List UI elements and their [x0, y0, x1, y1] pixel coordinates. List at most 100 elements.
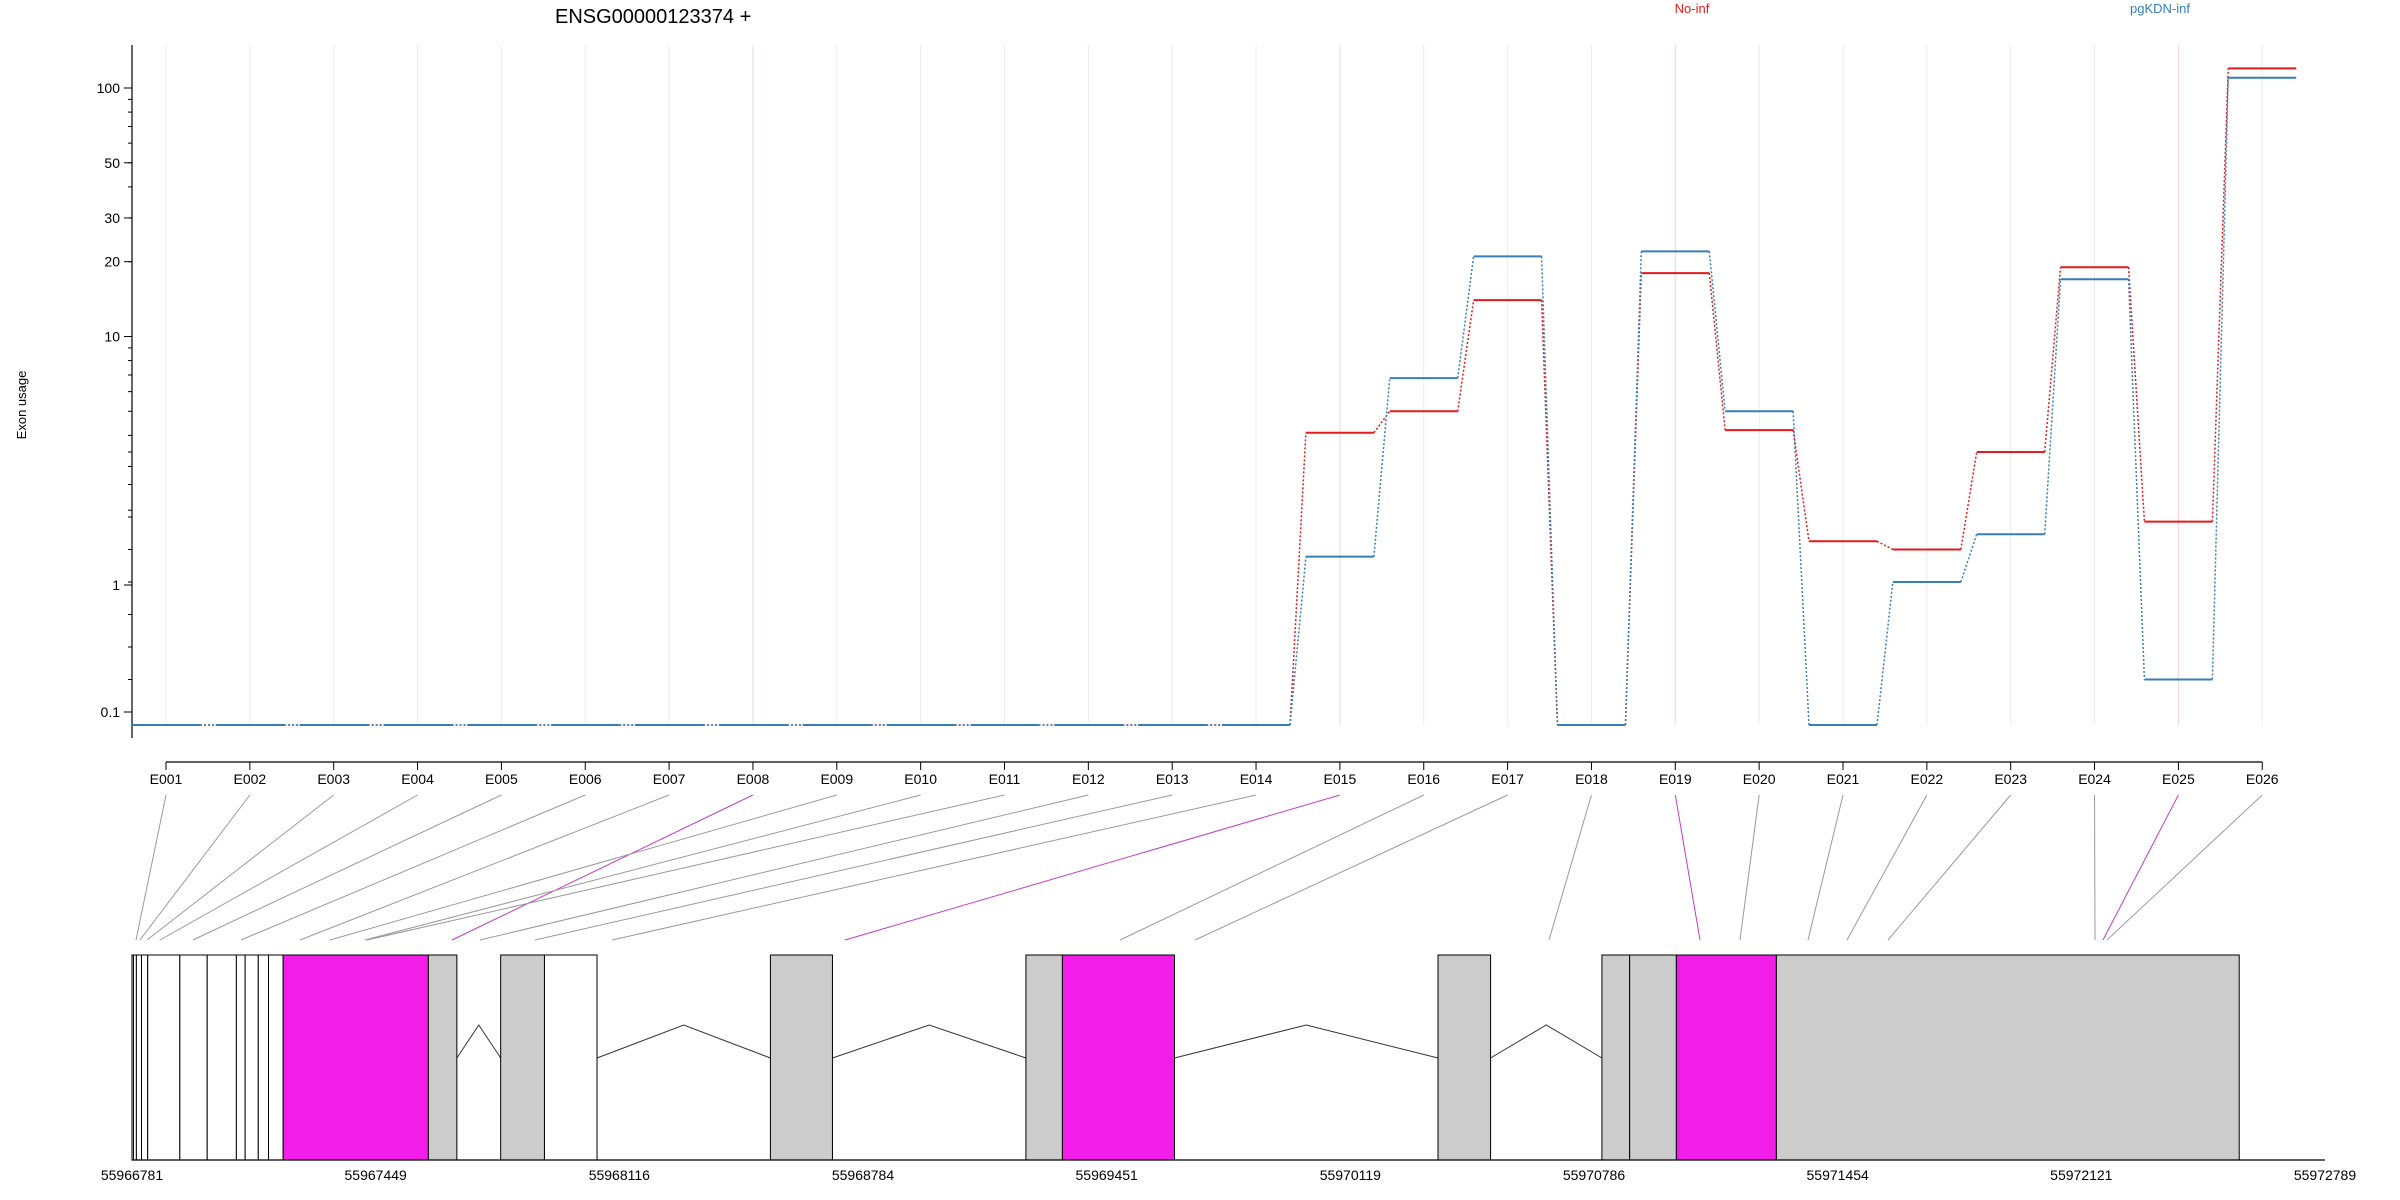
x-tick-label-E012: E012: [1072, 771, 1105, 787]
connector-E019: [1674, 794, 1701, 941]
connector-E008: [451, 794, 754, 941]
x-axis: E001 E002 E003 E004 E005 E006 E007 E008 E009 E010…: [150, 761, 2279, 787]
exon-box-21: [1629, 954, 1677, 1161]
series-connector-pgKDN-inf: [1708, 251, 1726, 412]
series-connector-pgKDN-inf: [1624, 251, 1643, 726]
legend-no-inf: No-inf: [1675, 1, 1710, 16]
exon-box-5: [147, 954, 181, 1161]
genome-coordinate-label: 55969451: [1076, 1167, 1139, 1183]
series-connector-No-inf: [1876, 540, 1894, 551]
y-axis: 0.1 1 10 20 30 50 100: [97, 45, 133, 738]
series-connector-No-inf: [2211, 68, 2229, 522]
exon-box-18: [1061, 954, 1175, 1161]
connector-E013: [534, 794, 1173, 941]
exon-box-22: [1675, 954, 1777, 1161]
connector-E017: [1194, 794, 1508, 941]
x-tick-label-E005: E005: [485, 771, 518, 787]
vertical-gridlines: [165, 45, 2263, 725]
connector-E015: [844, 794, 1341, 941]
y-axis-label: Exon usage: [14, 371, 29, 440]
connector-E003: [146, 794, 335, 941]
series-connector-No-inf: [1373, 410, 1391, 434]
x-tick-label-E016: E016: [1407, 771, 1440, 787]
genome-coordinate-label: 55968116: [589, 1167, 650, 1183]
intron-3: [832, 1024, 1027, 1059]
connector-E023: [1887, 794, 2012, 941]
series-connector-pgKDN-inf: [2211, 77, 2229, 680]
connector-E004: [159, 794, 418, 941]
exon-box-19: [1437, 954, 1492, 1161]
x-tick-label-E004: E004: [401, 771, 434, 787]
series-connector-pgKDN-inf: [2043, 279, 2062, 535]
x-tick-label-E022: E022: [1910, 771, 1943, 787]
connector-E007: [299, 794, 670, 941]
connector-E018: [1548, 794, 1592, 941]
y-tick-label: 50: [104, 155, 120, 171]
exon-box-4: [140, 954, 149, 1161]
x-tick-label-E002: E002: [233, 771, 266, 787]
exon-box-15: [543, 954, 598, 1161]
series-lines: [132, 67, 2297, 726]
series-connector-No-inf: [1289, 432, 1307, 726]
x-tick-label-E017: E017: [1491, 771, 1524, 787]
exon-box-14: [500, 954, 545, 1161]
series-connector-No-inf: [1960, 451, 1978, 550]
intron-4: [1174, 1024, 1439, 1059]
x-tick-label-E018: E018: [1575, 771, 1608, 787]
x-tick-label-E019: E019: [1659, 771, 1692, 787]
connector-E012: [479, 794, 1089, 941]
x-tick-label-E003: E003: [317, 771, 350, 787]
connector-E011: [366, 794, 1005, 941]
connector-E022: [1846, 794, 1928, 941]
intron-2: [596, 1024, 771, 1059]
genome-coordinate-label: 55972121: [2050, 1167, 2113, 1183]
exon-box-16: [769, 954, 833, 1161]
y-tick-label: 30: [104, 210, 120, 226]
x-tick-label-E013: E013: [1156, 771, 1189, 787]
connector-E010: [364, 794, 921, 941]
exon-box-20: [1601, 954, 1631, 1161]
connector-E020: [1739, 794, 1760, 941]
series-connector-pgKDN-inf: [1960, 534, 1978, 583]
series-pgKDN-inf: [132, 76, 2297, 726]
exon-box-8: [235, 954, 246, 1161]
genome-coordinate-label: 55970119: [1320, 1167, 1381, 1183]
genome-coordinate-label: 55972789: [2294, 1167, 2357, 1183]
x-tick-label-E010: E010: [904, 771, 937, 787]
x-tick-label-E007: E007: [653, 771, 686, 787]
y-tick-label: 0.1: [101, 704, 121, 720]
series-connector-No-inf: [2127, 267, 2146, 522]
series-connector-pgKDN-inf: [1373, 378, 1391, 557]
series-connector-No-inf: [1792, 430, 1810, 542]
y-tick-label: 10: [104, 329, 120, 345]
y-tick-label: 100: [97, 80, 121, 96]
exon-box-11: [268, 954, 284, 1161]
x-tick-label-E020: E020: [1743, 771, 1776, 787]
x-tick-label-E025: E025: [2162, 771, 2195, 787]
exon-box-7: [206, 954, 237, 1161]
x-tick-label-E026: E026: [2246, 771, 2279, 787]
exon-box-10: [257, 954, 270, 1161]
series-connector-pgKDN-inf: [1792, 411, 1810, 726]
connector-E026: [2106, 794, 2263, 941]
series-connector-No-inf: [2043, 267, 2062, 453]
x-tick-label-E009: E009: [820, 771, 853, 787]
exon-connectors: [135, 794, 2263, 941]
x-tick-label-E024: E024: [2078, 771, 2111, 787]
legend-pgkdn-inf: pgKDN-inf: [2130, 1, 2190, 16]
x-tick-label-E001: E001: [150, 771, 183, 787]
intron-1: [456, 1024, 502, 1059]
connector-E006: [240, 794, 586, 941]
y-tick-label: 20: [104, 254, 120, 270]
genome-coordinate-label: 55971454: [1807, 1167, 1870, 1183]
x-tick-label-E023: E023: [1994, 771, 2027, 787]
gene-model: 55966781 55967449 55968116 55968784 55969451…: [101, 954, 2357, 1183]
y-tick-label: 1: [112, 577, 120, 593]
exon-box-13: [427, 954, 458, 1161]
genome-coordinate-label: 55970786: [1563, 1167, 1626, 1183]
connector-E021: [1807, 794, 1844, 941]
connector-E025: [2102, 794, 2179, 941]
connector-E009: [329, 794, 837, 941]
intron-5: [1490, 1024, 1603, 1059]
